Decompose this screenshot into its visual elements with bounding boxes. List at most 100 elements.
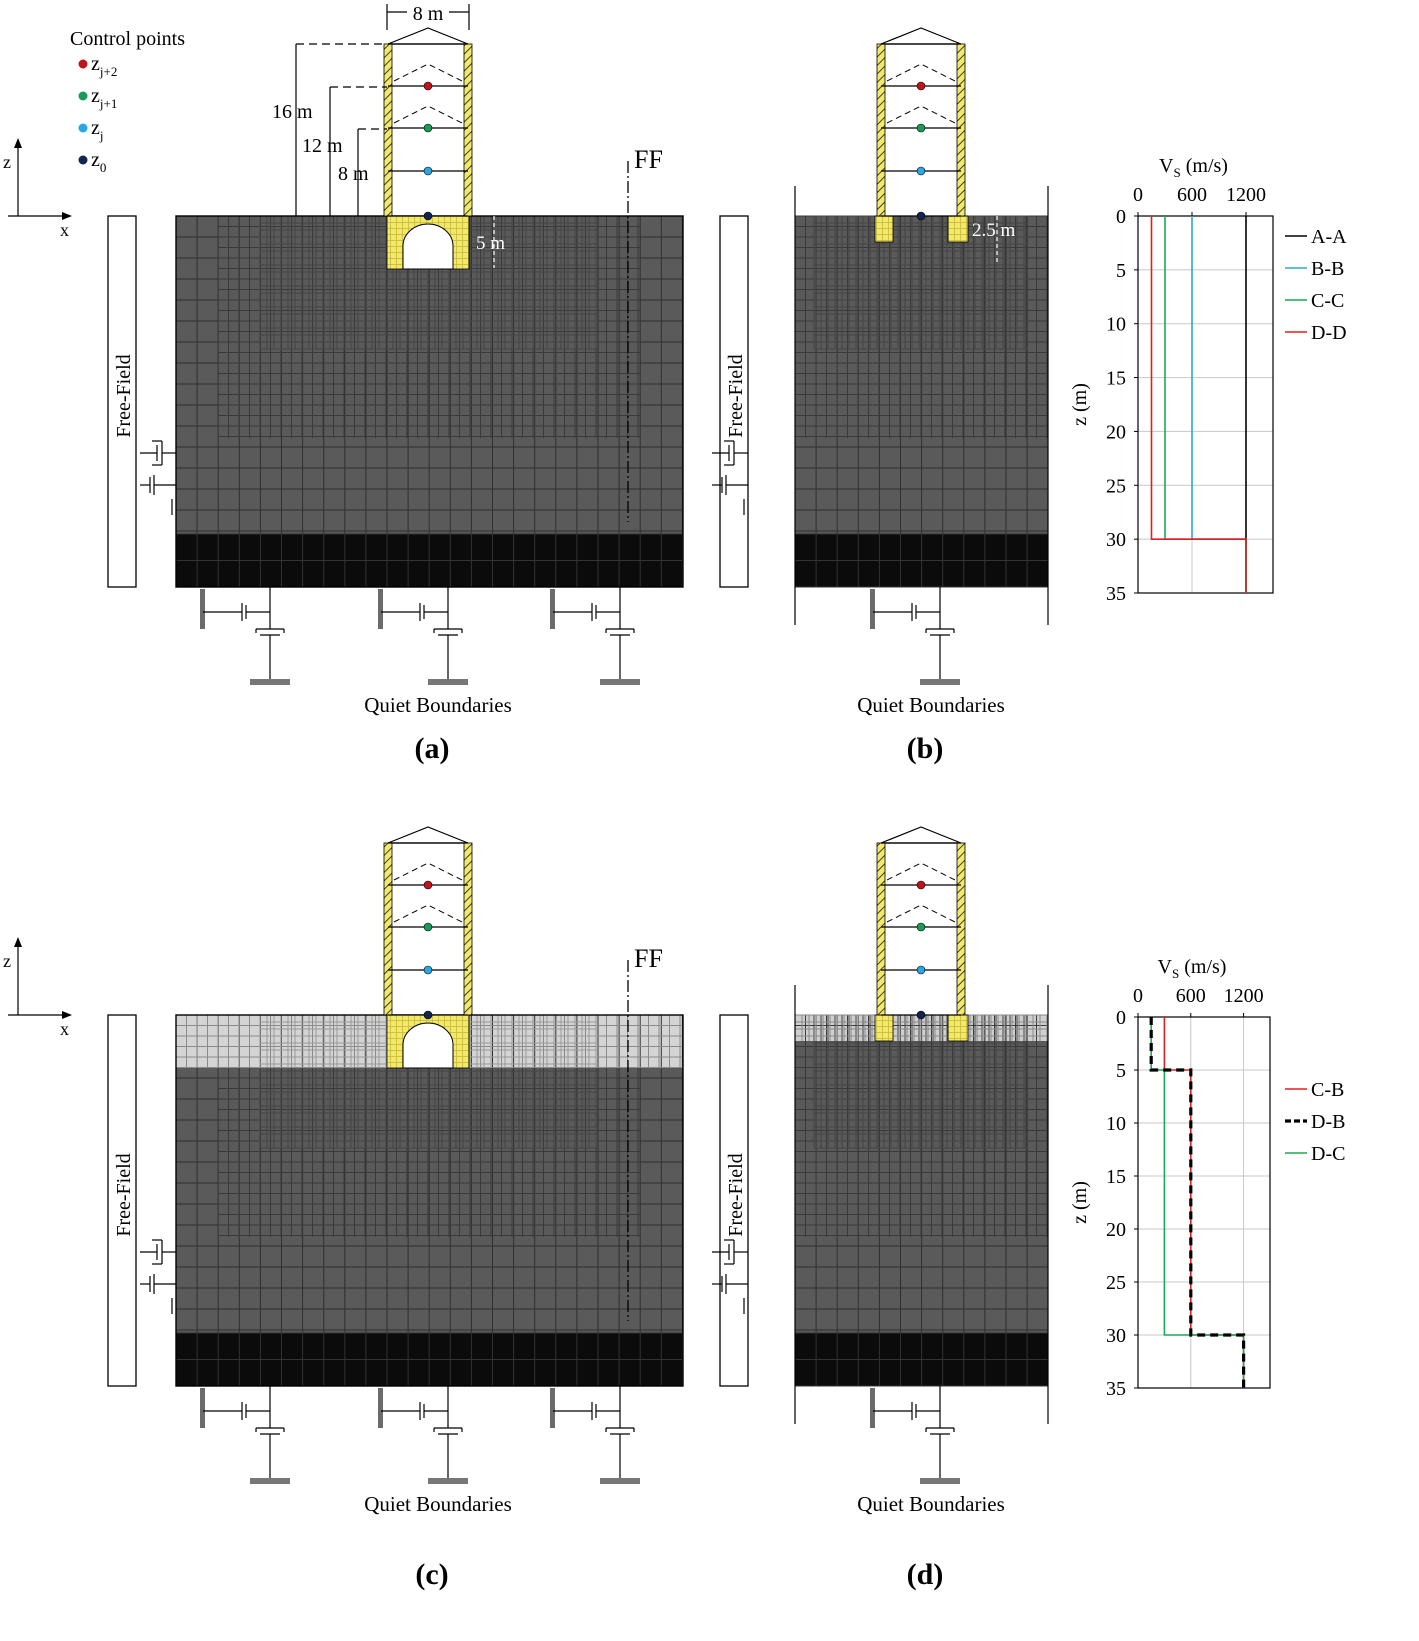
dim-foundation-label: 5 m [476, 233, 505, 254]
roof [387, 826, 469, 844]
column-left [876, 43, 886, 217]
legend-entry: D-C [1311, 1143, 1345, 1165]
column-left [876, 842, 886, 1016]
y-tick-label: 5 [1116, 260, 1126, 282]
column-right [463, 842, 473, 1016]
brace [393, 63, 463, 82]
quiet-boundary-anchor [200, 1388, 205, 1428]
rock-mesh [794, 1332, 1048, 1387]
legend-label: zj+2 [91, 53, 117, 79]
brace [393, 862, 463, 881]
ground-hatch [428, 679, 468, 685]
control-point [916, 211, 926, 221]
free-field-column [719, 215, 749, 588]
y-tick-label: 10 [1106, 1113, 1126, 1135]
ground-hatch [600, 679, 640, 685]
brace [886, 105, 956, 124]
panel-a: FF Free-Field z x Quiet Boundaries 8 m 16 m 12 … [3, 2, 684, 765]
y-tick-label: 0 [1116, 1007, 1126, 1029]
x-axis-label: VS (m/s) [1158, 956, 1227, 981]
y-tick-label: 35 [1106, 583, 1126, 605]
brace [886, 63, 956, 82]
legend-dot [78, 123, 88, 133]
brace [393, 904, 463, 923]
quiet-boundary-anchor [550, 589, 555, 629]
free-field-column-left [107, 215, 137, 588]
panel-label-c: (c) [415, 1558, 448, 1591]
dim-width-label: 8 m [413, 3, 444, 25]
x-tick-label: 0 [1133, 985, 1143, 1007]
series-line-b-b [1191, 216, 1247, 593]
column-right [956, 842, 966, 1016]
quiet-boundary-anchor [870, 1388, 875, 1428]
ground-hatch [920, 1478, 960, 1484]
x-axis-label: VS (m/s) [1159, 155, 1228, 180]
control-points-legend: Control points zj+2 zj+1 zj z0 [70, 28, 185, 175]
fine-mesh [813, 215, 1028, 350]
x-tick-label: 1200 [1226, 184, 1266, 206]
control-point [916, 166, 926, 176]
x-arrow [62, 212, 72, 220]
y-tick-label: 5 [1116, 1060, 1126, 1082]
medium-mesh [794, 215, 1048, 438]
basement-arch [402, 223, 454, 270]
quiet-boundary-anchor [550, 1388, 555, 1428]
quiet-boundaries-label: Quiet Boundaries [364, 1492, 512, 1516]
free-field-column-left [107, 1014, 137, 1387]
quiet-boundary-anchor [378, 589, 383, 629]
y-tick-label: 25 [1106, 1272, 1126, 1294]
column-left [383, 842, 393, 1016]
dim-8m-label: 8 m [338, 163, 369, 185]
legend-dot [78, 155, 88, 165]
control-point [916, 1010, 926, 1020]
x-tick-label: 600 [1177, 184, 1207, 206]
dim-foundation-label: 2.5 m [972, 220, 1016, 241]
footing-right [947, 1014, 969, 1042]
y-tick-label: 30 [1106, 529, 1126, 551]
legend-entry: D-D [1311, 322, 1347, 344]
x-tick-label: 600 [1176, 985, 1206, 1007]
quiet-boundary-anchor [200, 589, 205, 629]
free-field-label: Free-Field [725, 1153, 747, 1236]
footing-left [874, 215, 894, 243]
z-arrow [14, 937, 22, 947]
legend-entry: D-B [1311, 1111, 1345, 1133]
control-point [916, 123, 926, 133]
legend-entry: B-B [1311, 258, 1344, 280]
y-tick-label: 10 [1106, 314, 1126, 336]
footing-right [947, 215, 969, 243]
ground-hatch [250, 1478, 290, 1484]
z-axis-label: z [3, 152, 11, 172]
panel-d: Free-Field Quiet Boundaries (d) [712, 826, 1049, 1591]
legend-items: zj+2 zj+1 zj z0 [78, 53, 117, 175]
legend-label: zj+1 [91, 85, 117, 111]
ff-label: FF [634, 944, 663, 973]
y-tick-label: 15 [1106, 368, 1126, 390]
control-point [916, 922, 926, 932]
free-field-column [719, 1014, 749, 1387]
y-tick-label: 35 [1106, 1378, 1126, 1400]
legend-dot [78, 91, 88, 101]
free-field-label: Free-Field [113, 1153, 135, 1236]
legend-label: z0 [91, 149, 106, 175]
series-line-c-b [1163, 1017, 1245, 1388]
basement-arch [402, 1022, 454, 1069]
y-axis-label: z (m) [1069, 1181, 1091, 1224]
plot-frame [1137, 215, 1274, 594]
control-point [916, 880, 926, 890]
panel-label-d: (d) [907, 1558, 944, 1591]
rock-mesh [794, 533, 1048, 588]
quiet-boundaries-label: Quiet Boundaries [857, 693, 1005, 717]
ground-hatch [250, 679, 290, 685]
x-tick-label: 0 [1133, 184, 1143, 206]
control-point [423, 123, 433, 133]
legend-label: zj [91, 117, 104, 143]
dim-12m-label: 12 m [302, 135, 343, 157]
series-line-c-c [1164, 216, 1247, 593]
legend-entry: A-A [1311, 226, 1347, 248]
y-axis-label: z (m) [1069, 383, 1091, 426]
x-tick-label: 1200 [1224, 985, 1264, 1007]
control-point [423, 81, 433, 91]
z-axis-label: z [3, 951, 11, 971]
column-right [956, 43, 966, 217]
